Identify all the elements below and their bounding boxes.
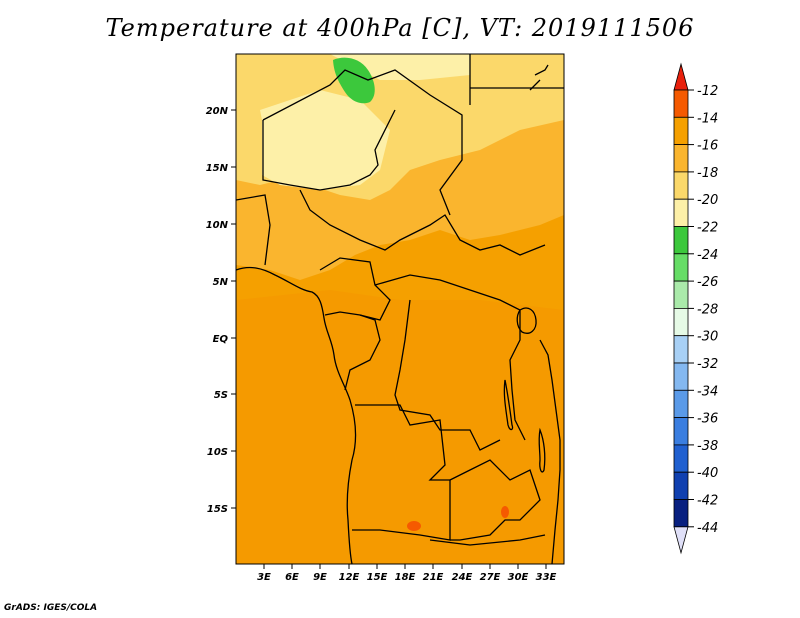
lon-ticks <box>263 564 547 569</box>
border-ne <box>469 54 564 105</box>
colorbar: -12 -14 -16 -18 -20 -22 -24 -26 -28 -30 -32 -34 -36 -… <box>673 62 718 555</box>
colorbar-label: -34 <box>697 384 718 399</box>
lat-tick-label: 5S <box>214 390 228 401</box>
colorbar-box <box>673 89 689 118</box>
colorbar-box <box>673 144 689 173</box>
colorbar-box <box>673 253 689 282</box>
colorbar-label: -28 <box>697 302 718 317</box>
coastline-west <box>236 266 357 564</box>
colorbar-box <box>673 280 689 309</box>
border-south <box>429 459 546 546</box>
colorbar-box <box>673 389 689 418</box>
colorbar-box <box>673 226 689 255</box>
border-angola <box>352 404 451 541</box>
lon-tick-label: 6E <box>285 572 299 583</box>
colorbar-label: -36 <box>697 412 718 427</box>
temp-field-minus12-spot-b <box>501 506 509 518</box>
map-borders <box>236 54 564 564</box>
lon-tick-label: 9E <box>313 572 327 583</box>
temp-field-minus12-spot-a <box>407 521 421 531</box>
red-sea-coast <box>529 64 549 91</box>
colorbar-label: -32 <box>697 357 718 372</box>
colorbar-label: -22 <box>697 221 718 236</box>
border-mid-a <box>236 189 546 266</box>
border-mid-b <box>319 257 391 321</box>
border-north-b <box>262 109 396 191</box>
colorbar-label: -16 <box>697 139 718 154</box>
lat-tick-label: 10N <box>206 220 229 231</box>
colorbar-box <box>673 335 689 364</box>
colorbar-box <box>673 444 689 473</box>
colorbar-box <box>673 417 689 446</box>
lat-tick-label: EQ <box>213 334 229 345</box>
lon-tick-label: 24E <box>452 572 473 583</box>
lat-ticks <box>231 109 236 509</box>
lat-tick-label: 15S <box>207 504 228 515</box>
colorbar-box <box>673 362 689 391</box>
colorbar-box <box>673 116 689 146</box>
lon-tick-label: 3E <box>257 572 271 583</box>
border-north-a <box>262 69 463 216</box>
map-fields <box>236 54 564 564</box>
border-congo <box>344 299 501 451</box>
colorbar-label: -40 <box>697 466 718 481</box>
colorbar-label: -38 <box>697 439 718 454</box>
lake-victoria <box>516 307 537 334</box>
lat-tick-label: 20N <box>206 106 229 117</box>
map-frame <box>235 53 565 565</box>
colorbar-label: -44 <box>697 521 718 536</box>
temp-field-minus22-ne <box>330 54 470 80</box>
lon-tick-label: 33E <box>536 572 557 583</box>
colorbar-box <box>673 499 689 528</box>
lon-tick-label: 15E <box>367 572 388 583</box>
temp-field-minus22 <box>260 90 390 190</box>
chart-title: Temperature at 400hPa [C], VT: 201911150… <box>105 14 695 42</box>
colorbar-label: -14 <box>697 111 718 126</box>
colorbar-label: -26 <box>697 275 718 290</box>
temp-field-minus14-south <box>236 290 564 564</box>
lon-tick-label: 30E <box>508 572 529 583</box>
colorbar-arrow-bottom <box>673 526 689 555</box>
colorbar-box <box>673 307 689 337</box>
lake-tanganyika <box>503 379 514 431</box>
colorbar-label: -12 <box>697 84 718 99</box>
temp-field-minus24 <box>333 57 375 104</box>
colorbar-label: -30 <box>697 330 718 345</box>
credit-text: GrADS: IGES/COLA <box>4 603 98 613</box>
lon-tick-label: 18E <box>395 572 416 583</box>
colorbar-box <box>673 198 689 227</box>
colorbar-label: -18 <box>697 166 718 181</box>
lake-malawi <box>538 427 546 473</box>
colorbar-arrow-top <box>673 62 689 91</box>
lat-tick-label: 10S <box>207 447 228 458</box>
lon-tick-label: 27E <box>480 572 501 583</box>
east-coast <box>539 339 561 564</box>
lon-tick-label: 21E <box>423 572 444 583</box>
colorbar-box <box>673 171 689 200</box>
lat-tick-label: 5N <box>213 277 229 288</box>
colorbar-label: -24 <box>697 248 718 263</box>
colorbar-box <box>673 471 689 500</box>
lat-tick-label: 15N <box>206 163 229 174</box>
colorbar-label: -20 <box>697 193 718 208</box>
colorbar-label: -42 <box>697 494 718 509</box>
lon-tick-label: 12E <box>339 572 360 583</box>
